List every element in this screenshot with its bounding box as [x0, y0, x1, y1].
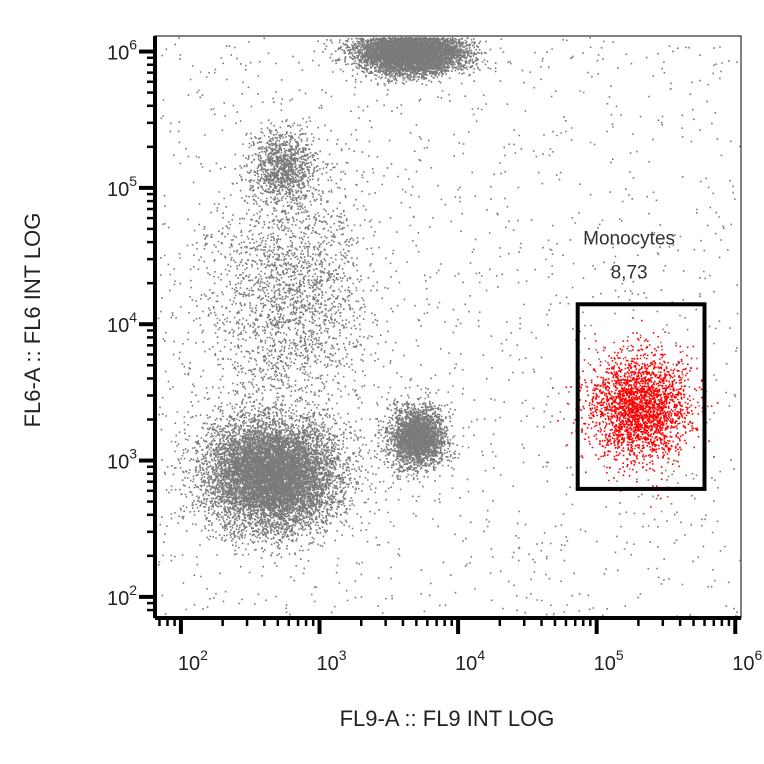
y-tick-label: 104 [107, 309, 137, 337]
x-tick-exp: 2 [200, 647, 208, 663]
gated-events-layer [552, 317, 719, 508]
population-4 [236, 105, 345, 225]
y-tick-base: 10 [107, 43, 129, 65]
x-tick-base: 10 [178, 653, 200, 675]
population-2 [365, 377, 473, 488]
y-tick-base: 10 [107, 452, 129, 474]
monocytes-gate[interactable] [575, 302, 707, 491]
y-tick-exp: 2 [129, 582, 137, 598]
gate-label: Monocytes [583, 228, 675, 249]
x-tick-label: 103 [316, 647, 346, 675]
x-tick-label: 104 [455, 647, 485, 675]
y-axis-title: FL6-A :: FL6 INT LOG [20, 213, 45, 428]
x-tick-label: 105 [594, 647, 624, 675]
x-tick-exp: 4 [477, 647, 485, 663]
x-tick-base: 10 [455, 653, 477, 675]
x-tick-exp: 5 [616, 647, 624, 663]
x-tick-label: 106 [732, 647, 762, 675]
event-dots [365, 377, 473, 488]
y-tick-exp: 6 [129, 37, 137, 53]
x-axis: 102 103 104 105 106 [155, 616, 762, 675]
x-tick-base: 10 [316, 653, 338, 675]
y-tick-base: 10 [107, 588, 129, 610]
x-tick-exp: 3 [339, 647, 347, 663]
y-tick-exp: 3 [129, 446, 137, 462]
gate-percent: 8,73 [611, 262, 648, 283]
population-background [158, 37, 741, 618]
x-tick-base: 10 [732, 653, 754, 675]
event-dots [158, 37, 741, 618]
y-tick-exp: 4 [129, 309, 137, 325]
event-dots [236, 105, 345, 225]
x-tick-label: 102 [178, 647, 208, 675]
y-tick-exp: 5 [129, 173, 137, 189]
event-dots [552, 317, 719, 508]
population-1 [161, 363, 399, 575]
y-tick-label: 102 [107, 582, 137, 610]
y-tick-label: 105 [107, 173, 137, 201]
x-tick-exp: 6 [754, 647, 762, 663]
y-tick-base: 10 [107, 179, 129, 201]
event-dots [311, 37, 505, 102]
event-dots [161, 363, 399, 575]
y-tick-label: 103 [107, 446, 137, 474]
population-3 [311, 37, 505, 102]
y-tick-base: 10 [107, 315, 129, 337]
x-axis-title: FL9-A :: FL9 INT LOG [340, 706, 555, 731]
events-layer [157, 37, 741, 618]
y-tick-label: 106 [107, 37, 137, 65]
population-monocytes [552, 317, 719, 508]
x-tick-base: 10 [594, 653, 616, 675]
